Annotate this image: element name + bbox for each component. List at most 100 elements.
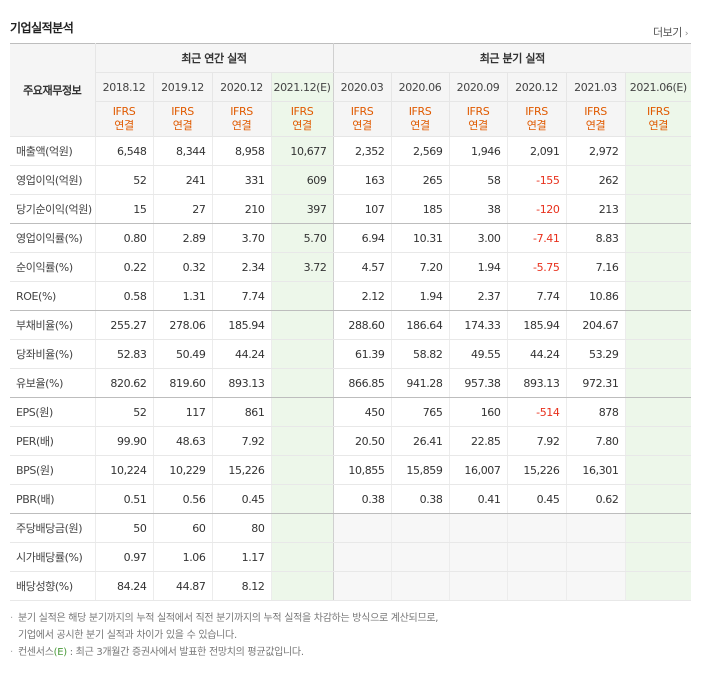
- value-cell: 450: [332, 397, 391, 427]
- basis-header: IFRS 연결: [448, 101, 507, 137]
- value-cell: 52.83: [94, 339, 153, 369]
- period-header: 2020.06: [390, 72, 449, 102]
- value-cell: 0.97: [94, 542, 153, 572]
- value-cell: 15,859: [390, 455, 449, 485]
- value-cell: [390, 542, 449, 572]
- value-cell: 1.17: [211, 542, 271, 572]
- value-cell: 0.56: [152, 484, 212, 514]
- value-cell: 10.86: [565, 281, 625, 311]
- table-row: 부채비율(%) 255.27 278.06 185.94 288.60 186.64 174…: [10, 310, 692, 340]
- value-cell: 0.80: [94, 223, 153, 253]
- table-row: ROE(%) 0.58 1.31 7.74 2.12 1.94 2.37 7.74 10.86: [10, 281, 692, 311]
- period-header: 2021.12(E): [270, 72, 333, 102]
- value-cell: 15: [94, 194, 153, 224]
- value-cell: 0.51: [94, 484, 153, 514]
- value-cell: 16,007: [448, 455, 507, 485]
- value-cell: 0.32: [152, 252, 212, 282]
- table-row: 시가배당률(%) 0.97 1.06 1.17: [10, 542, 692, 572]
- financial-table: 주요재무정보 최근 연간 실적 최근 분기 실적 2018.12 2019.12 2…: [10, 43, 692, 601]
- value-cell: [565, 542, 625, 572]
- row-label: 시가배당률(%): [10, 542, 95, 572]
- value-cell: 7.80: [565, 426, 625, 456]
- value-cell: 10,224: [94, 455, 153, 485]
- section-title: 기업실적분석: [10, 21, 74, 35]
- value-cell: [565, 513, 625, 543]
- value-cell: [624, 484, 692, 514]
- basis-header: IFRS 연결: [506, 101, 566, 137]
- footnote-1: · 분기 실적은 해당 분기까지의 누적 실적에서 직전 분기까지의 누적 실적을…: [10, 613, 439, 624]
- value-cell: 265: [390, 165, 449, 195]
- value-cell: 10,855: [332, 455, 391, 485]
- value-cell: 2,091: [506, 136, 566, 166]
- value-cell: 26.41: [390, 426, 449, 456]
- value-cell: 7.74: [211, 281, 271, 311]
- value-cell: 60: [152, 513, 212, 543]
- value-cell: [270, 310, 333, 340]
- value-cell: [270, 281, 333, 311]
- value-cell: 50: [94, 513, 153, 543]
- basis-header: IFRS 연결: [390, 101, 449, 137]
- quarter-group-header: 최근 분기 실적: [332, 43, 692, 73]
- basis-header: IFRS 연결: [152, 101, 212, 137]
- value-cell: [448, 513, 507, 543]
- value-cell: -7.41: [506, 223, 566, 253]
- row-label: 배당성향(%): [10, 571, 95, 601]
- row-label: 영업이익(억원): [10, 165, 95, 195]
- value-cell: 117: [152, 397, 212, 427]
- row-label: 당기순이익(억원): [10, 194, 95, 224]
- value-cell: 61.39: [332, 339, 391, 369]
- value-cell: [624, 252, 692, 282]
- table-row: 당좌비율(%) 52.83 50.49 44.24 61.39 58.82 49.55 44.…: [10, 339, 692, 369]
- value-cell: [624, 397, 692, 427]
- value-cell: [624, 281, 692, 311]
- value-cell: [624, 368, 692, 398]
- basis-header: IFRS 연결: [332, 101, 391, 137]
- value-cell: 160: [448, 397, 507, 427]
- table-row: 유보율(%) 820.62 819.60 893.13 866.85 941.28 957.…: [10, 368, 692, 398]
- table-row: BPS(원) 10,224 10,229 15,226 10,855 15,859 16,0…: [10, 455, 692, 485]
- value-cell: [506, 513, 566, 543]
- value-cell: 878: [565, 397, 625, 427]
- table-row: 당기순이익(억원) 15 27 210 397 107 185 38 -120 213: [10, 194, 692, 224]
- value-cell: 2,569: [390, 136, 449, 166]
- more-link[interactable]: 더보기 ›: [653, 24, 689, 40]
- basis-header: IFRS 연결: [94, 101, 153, 137]
- value-cell: 185.94: [211, 310, 271, 340]
- table-row: 순이익률(%) 0.22 0.32 2.34 3.72 4.57 7.20 1.94 -5.75…: [10, 252, 692, 282]
- basis-header: IFRS 연결: [624, 101, 692, 137]
- value-cell: 185: [390, 194, 449, 224]
- value-cell: 7.20: [390, 252, 449, 282]
- value-cell: 7.16: [565, 252, 625, 282]
- corner-header: 주요재무정보: [10, 43, 95, 137]
- value-cell: 8.12: [211, 571, 271, 601]
- value-cell: 0.41: [448, 484, 507, 514]
- value-cell: 22.85: [448, 426, 507, 456]
- value-cell: [624, 223, 692, 253]
- row-label: EPS(원): [10, 397, 95, 427]
- value-cell: [624, 571, 692, 601]
- value-cell: 1,946: [448, 136, 507, 166]
- table-row: 영업이익률(%) 0.80 2.89 3.70 5.70 6.94 10.31 3.00 -7.…: [10, 223, 692, 253]
- value-cell: 20.50: [332, 426, 391, 456]
- table-row: 영업이익(억원) 52 241 331 609 163 265 58 -155 262: [10, 165, 692, 195]
- basis-header: IFRS 연결: [565, 101, 625, 137]
- value-cell: 52: [94, 165, 153, 195]
- value-cell: 185.94: [506, 310, 566, 340]
- footnote-1-cont: 기업에서 공시한 분기 실적과 차이가 있을 수 있습니다.: [18, 630, 237, 641]
- value-cell: 1.94: [390, 281, 449, 311]
- footnotes: · 분기 실적은 해당 분기까지의 누적 실적에서 직전 분기까지의 누적 실적을…: [10, 610, 438, 661]
- value-cell: 972.31: [565, 368, 625, 398]
- value-cell: [270, 339, 333, 369]
- value-cell: 15,226: [211, 455, 271, 485]
- value-cell: 288.60: [332, 310, 391, 340]
- value-cell: 241: [152, 165, 212, 195]
- value-cell: 397: [270, 194, 333, 224]
- value-cell: 893.13: [506, 368, 566, 398]
- value-cell: -155: [506, 165, 566, 195]
- basis-header: IFRS 연결: [211, 101, 271, 137]
- value-cell: [390, 571, 449, 601]
- value-cell: 6.94: [332, 223, 391, 253]
- table-row: 주당배당금(원) 50 60 80: [10, 513, 692, 543]
- value-cell: [390, 513, 449, 543]
